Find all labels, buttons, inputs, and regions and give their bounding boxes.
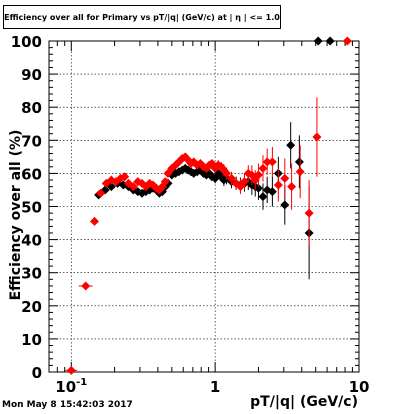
title-box: Efficiency over all for Primary vs pT/|q… (3, 5, 281, 29)
y-tick-label: 90 (21, 66, 42, 84)
data-point (287, 182, 297, 192)
y-tick-label: 40 (21, 232, 42, 250)
data-point (273, 180, 283, 190)
x-tick-label: 10-1 (55, 377, 87, 396)
x-tick-label-exponent: -1 (76, 377, 87, 388)
data-point (342, 36, 352, 46)
data-point (280, 200, 290, 210)
data-point (267, 157, 277, 167)
data-point (295, 167, 305, 177)
data-point (160, 177, 170, 187)
x-axis-label: pT/|q| (GeV/c) (250, 394, 358, 410)
data-point (294, 157, 304, 167)
data-point (128, 182, 138, 192)
y-tick-label: 10 (21, 331, 42, 349)
data-point (258, 192, 268, 202)
chart-title: Efficiency over all for Primary vs pT/|q… (4, 12, 280, 22)
data-point (227, 173, 237, 183)
data-point (280, 173, 290, 183)
y-tick-label: 50 (21, 199, 42, 217)
data-point (312, 132, 322, 142)
data-point (96, 188, 106, 198)
timestamp-label: Mon May 8 15:42:03 2017 (2, 400, 133, 410)
y-tick-label: 30 (21, 265, 42, 283)
y-tick-label: 0 (32, 364, 42, 382)
data-series (65, 36, 352, 375)
y-tick-label: 20 (21, 298, 42, 316)
y-axis-label: Efficiency over all (%) (8, 130, 24, 301)
y-tick-label: 100 (11, 33, 42, 51)
data-point (267, 187, 277, 197)
data-point (313, 36, 323, 46)
y-tick-label: 60 (21, 165, 42, 183)
data-point (240, 177, 250, 187)
data-point (262, 157, 272, 167)
data-point (89, 216, 99, 226)
data-point (253, 170, 263, 180)
series-1 (65, 36, 352, 375)
data-point (222, 168, 232, 178)
data-point (325, 36, 335, 46)
x-tick-label: 1 (210, 378, 220, 396)
y-tick-label: 70 (21, 132, 42, 150)
data-point (258, 163, 268, 173)
data-point (120, 172, 130, 182)
tick-labels: 0 10 20 30 40 50 60 70 80 90 100 10-1 1 10 (11, 33, 370, 396)
data-point (304, 208, 314, 218)
data-point (253, 183, 263, 193)
y-tick-label: 80 (21, 99, 42, 117)
axis-ticks (48, 40, 360, 373)
x-tick-label: 10 (349, 378, 370, 396)
data-point (286, 140, 296, 150)
